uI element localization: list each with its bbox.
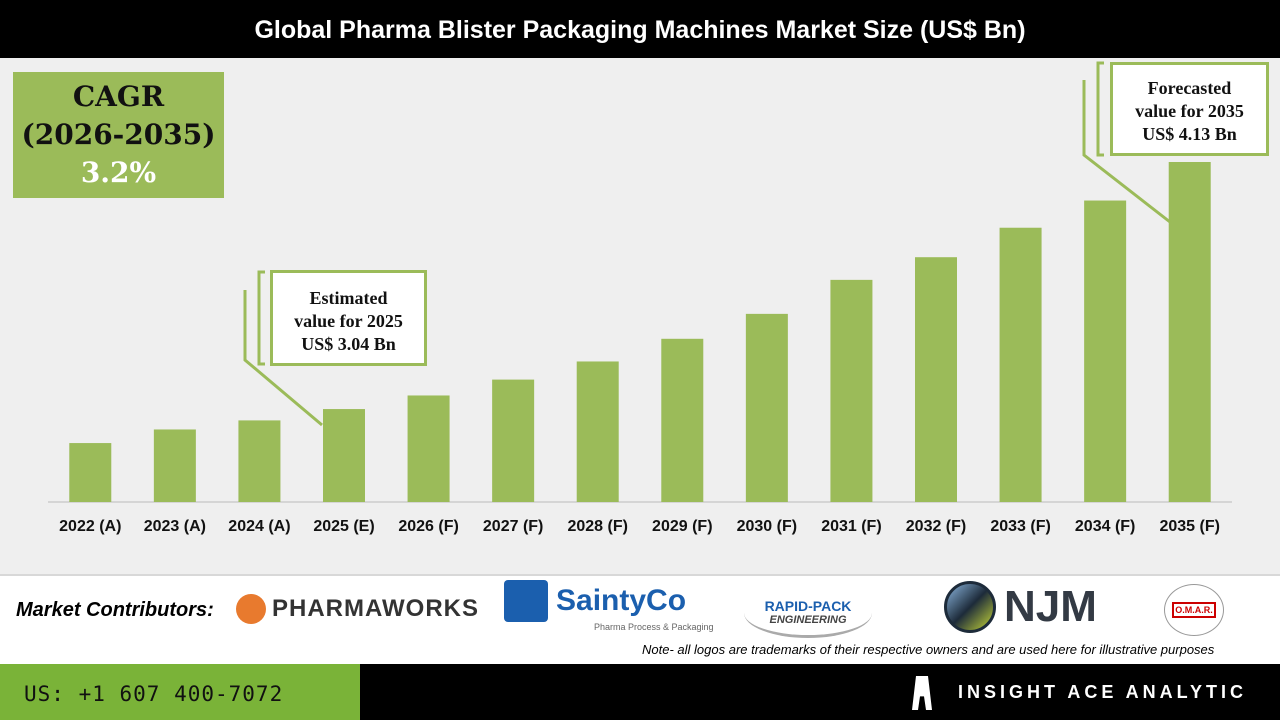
bar-2031-F xyxy=(830,279,873,502)
cagr-period: (2026-2035) xyxy=(21,118,216,151)
x-tick-label: 2023 (A) xyxy=(144,518,206,535)
x-tick-label: 2027 (F) xyxy=(483,518,543,535)
x-tick-label: 2024 (A) xyxy=(228,518,290,535)
x-tick-label: 2035 (F) xyxy=(1159,518,1219,535)
estimated-bracket xyxy=(257,270,265,366)
callout-text: Forecasted xyxy=(1147,78,1232,98)
phone-number: US: +1 607 400-7072 xyxy=(0,664,360,720)
x-tick-label: 2030 (F) xyxy=(737,518,797,535)
x-tick-label: 2032 (F) xyxy=(906,518,966,535)
callout-text: US$ 3.04 Bn xyxy=(301,334,396,354)
x-tick-label: 2028 (F) xyxy=(567,518,627,535)
saintyco-logo: SaintyCo Pharma Process & Packaging xyxy=(504,580,714,632)
cagr-label: CAGR xyxy=(72,80,165,113)
bar-2030-F xyxy=(745,313,788,502)
logo-text: SaintyCo xyxy=(556,584,687,617)
x-tick-label: 2026 (F) xyxy=(398,518,458,535)
omar-logo: O.M.A.R. xyxy=(1164,584,1224,636)
callout-text: value for 2025 xyxy=(294,311,403,331)
bar-2023-A xyxy=(153,429,196,502)
forecast-connector xyxy=(1082,80,1171,224)
callout-text: value for 2035 xyxy=(1135,101,1244,121)
bar-2029-F xyxy=(661,338,704,502)
brand-name: INSIGHT ACE ANALYTIC xyxy=(958,682,1248,702)
logo-text: RAPID-PACK xyxy=(764,597,852,614)
bar-chart: 2022 (A) 2023 (A) 2024 (A) 2025 (E) 2026 (F)… xyxy=(48,61,1232,535)
pharmaworks-icon xyxy=(236,594,266,624)
callout-text: Estimated xyxy=(309,288,388,308)
bar-2022-A xyxy=(69,443,112,502)
logo-text: O.M.A.R. xyxy=(1172,602,1216,618)
pharmaworks-logo: PHARMAWORKS xyxy=(236,594,479,624)
brand-bar: INSIGHT ACE ANALYTIC xyxy=(360,664,1280,720)
estimated-connector xyxy=(243,290,323,427)
x-tick-label: 2034 (F) xyxy=(1075,518,1135,535)
saintyco-icon xyxy=(504,580,548,622)
cagr-value: 3.2% xyxy=(80,156,157,189)
forecast-bracket xyxy=(1096,61,1104,157)
x-tick-label: 2025 (E) xyxy=(313,518,374,535)
rapid-pack-logo: RAPID-PACK ENGINEERING xyxy=(744,588,872,638)
chart-title: Global Pharma Blister Packaging Machines… xyxy=(0,0,1280,58)
trademark-note: Note- all logos are trademarks of their … xyxy=(642,642,1215,657)
bar-2035-F xyxy=(1168,162,1211,502)
logo-text: PHARMAWORKS xyxy=(272,595,479,622)
forecast-callout: Forecasted value for 2035 US$ 4.13 Bn xyxy=(1110,62,1269,156)
callout-text: US$ 4.13 Bn xyxy=(1142,124,1237,144)
x-tick-label: 2022 (A) xyxy=(59,518,121,535)
bar-2034-F xyxy=(1084,200,1127,503)
bar-2032-F xyxy=(915,257,957,502)
x-tick-label: 2033 (F) xyxy=(990,518,1050,535)
insight-ace-logo-icon xyxy=(912,676,932,710)
x-tick-label: 2031 (F) xyxy=(821,518,881,535)
bar-2033-F xyxy=(999,227,1042,502)
njm-logo: NJM xyxy=(944,581,1097,633)
x-tick-label: 2029 (F) xyxy=(652,518,712,535)
estimated-callout: Estimated value for 2025 US$ 3.04 Bn xyxy=(270,270,427,366)
njm-icon xyxy=(944,581,996,633)
logo-text: NJM xyxy=(1004,582,1097,631)
logo-text: ENGINEERING xyxy=(769,613,847,626)
bar-2028-F xyxy=(576,361,619,502)
bar-2024-A xyxy=(238,420,281,502)
cagr-box: CAGR (2026-2035) 3.2% xyxy=(13,72,224,198)
logo-text: Pharma Process & Packaging xyxy=(594,622,714,632)
contributors-label: Market Contributors: xyxy=(16,599,214,621)
bar-2025-E xyxy=(323,409,365,502)
bar-2026-F xyxy=(407,395,450,502)
bar-2027-F xyxy=(492,379,535,502)
